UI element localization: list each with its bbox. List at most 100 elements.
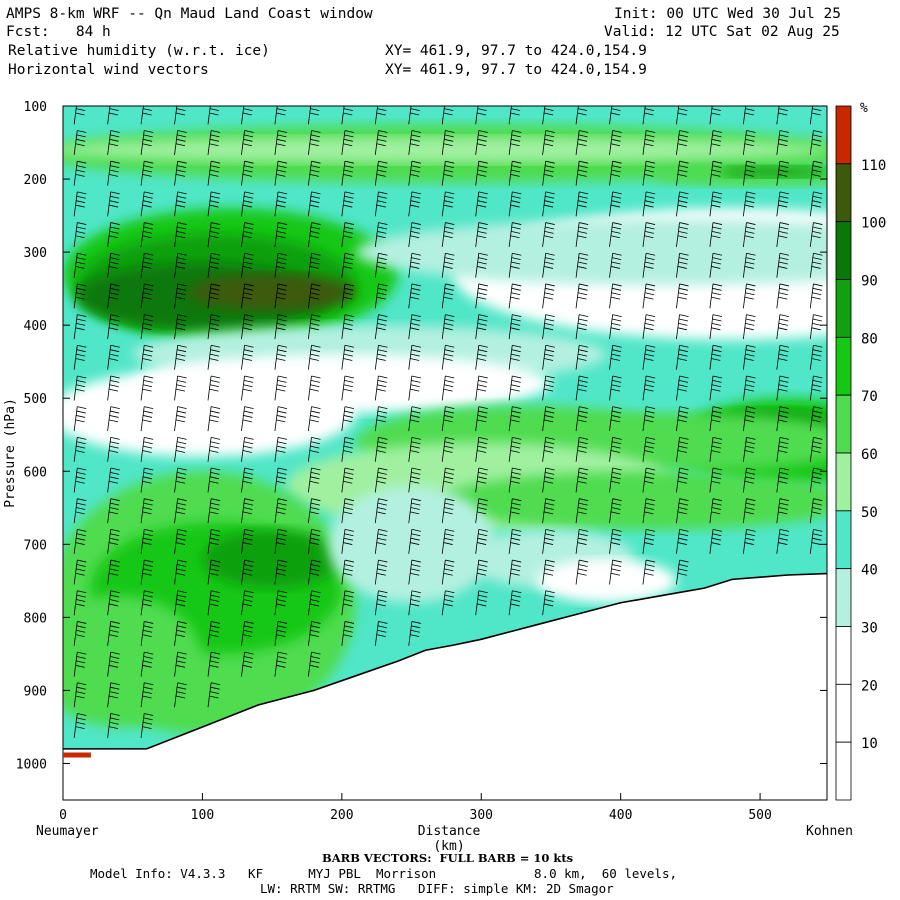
wind-barb-113: [241, 406, 254, 432]
xy-range-1: XY= 461.9, 97.7 to 424.0,154.9: [385, 43, 647, 59]
colorbar-segment-6: [835, 452, 852, 512]
wind-barb-212: [408, 590, 421, 616]
wind-barb-119: [241, 590, 254, 616]
wind-barb-217: [441, 191, 455, 217]
wind-barb-69: [174, 283, 187, 309]
wind-barb-106: [241, 191, 254, 217]
colorbar-label-70: 70: [861, 389, 878, 405]
wind-barb-61: [140, 682, 154, 708]
start-station-label: Neumayer: [36, 824, 99, 839]
wind-barb-41: [107, 713, 120, 738]
wind-barb-126: [274, 222, 288, 248]
wind-barb-384: [776, 344, 790, 370]
wind-barb-63: [174, 106, 187, 125]
wind-barb-156: [307, 559, 321, 585]
wind-barb-155: [307, 528, 321, 554]
wind-barb-171: [341, 436, 355, 462]
wind-barb-101: [207, 651, 221, 677]
wind-barb-136: [274, 528, 288, 554]
wind-barb-59: [140, 621, 154, 646]
wind-barb-321: [642, 314, 656, 340]
wind-barb-303: [609, 252, 622, 278]
wind-barb-96: [207, 498, 221, 524]
wind-barb-75: [174, 467, 187, 493]
wind-barb-339: [676, 375, 689, 401]
wind-barb-199: [408, 191, 421, 217]
wind-barb-267: [542, 160, 555, 186]
wind-barb-81: [174, 651, 187, 677]
wind-barb-133: [274, 436, 288, 462]
wind-barb-168: [341, 344, 355, 370]
wind-barb-367: [742, 283, 756, 309]
wind-barb-253: [508, 252, 522, 278]
wind-barb-397: [809, 283, 823, 309]
wind-barb-277: [542, 467, 555, 493]
wind-barb-175: [341, 559, 355, 585]
wind-barb-210: [408, 528, 421, 554]
wind-barb-341: [676, 436, 689, 462]
wind-barb-259: [508, 436, 522, 462]
wind-barb-35: [107, 528, 120, 554]
wind-barb-287: [575, 252, 589, 278]
wind-barb-114: [241, 436, 254, 462]
wind-barb-166: [341, 283, 355, 309]
wind-barb-123: [274, 130, 288, 155]
wind-barb-338: [676, 344, 689, 370]
wind-barb-192: [374, 528, 388, 554]
wind-barb-370: [742, 375, 756, 401]
wind-barb-249: [508, 130, 522, 155]
colorbar-segment-7: [835, 510, 852, 570]
wind-barb-292: [575, 406, 589, 432]
wind-barb-43: [140, 130, 154, 155]
wind-barb-172: [341, 467, 355, 493]
wind-barb-10: [73, 406, 87, 432]
wind-barb-23: [107, 160, 120, 186]
wind-barb-332: [676, 160, 689, 186]
wind-barb-260: [508, 467, 522, 493]
wind-barb-50: [140, 344, 154, 370]
wind-barb-250: [508, 160, 522, 186]
wind-barb-200: [408, 222, 421, 248]
colorbar-label-20: 20: [861, 678, 878, 694]
wind-barb-64: [174, 130, 187, 155]
wind-barb-216: [441, 160, 455, 186]
wind-barb-163: [341, 191, 355, 217]
wind-barb-66: [174, 191, 187, 217]
wind-barb-42: [140, 106, 153, 125]
wind-barb-322: [642, 344, 656, 370]
wind-barb-372: [742, 436, 756, 462]
wind-barb-238: [475, 314, 488, 340]
wind-barb-115: [241, 467, 254, 493]
wind-barb-187: [374, 375, 388, 401]
colorbar-label-90: 90: [861, 274, 878, 290]
wind-barb-65: [174, 160, 187, 186]
wind-barb-299: [609, 130, 622, 155]
wind-barb-204: [408, 344, 421, 370]
wind-barb-348: [709, 160, 723, 186]
wind-barb-108: [241, 252, 254, 278]
wind-barb-233: [475, 160, 488, 186]
wind-barb-343: [676, 498, 689, 524]
wind-barb-270: [542, 252, 555, 278]
wind-barb-324: [642, 406, 656, 432]
wind-barb-247: [475, 590, 488, 616]
wind-barb-239: [475, 344, 488, 370]
model-info: Model Info: V4.3.3 KF MYJ PBL Morrison 8…: [90, 866, 677, 881]
wind-barb-4: [73, 222, 87, 248]
wind-barb-91: [207, 344, 221, 370]
wind-barb-0: [73, 106, 86, 125]
y-tick-label-300: 300: [24, 246, 47, 261]
x-tick-label-0: 0: [59, 808, 67, 823]
wind-barb-290: [575, 344, 589, 370]
wind-barb-219: [441, 252, 455, 278]
wind-barb-315: [642, 130, 656, 155]
wind-barb-152: [307, 436, 321, 462]
wind-barb-350: [709, 222, 723, 248]
colorbar-label-30: 30: [861, 621, 878, 637]
wind-barb-17: [73, 621, 87, 646]
wind-barb-95: [207, 467, 221, 493]
wind-barb-237: [475, 283, 488, 309]
wind-barb-189: [374, 436, 388, 462]
wind-barb-371: [742, 406, 756, 432]
